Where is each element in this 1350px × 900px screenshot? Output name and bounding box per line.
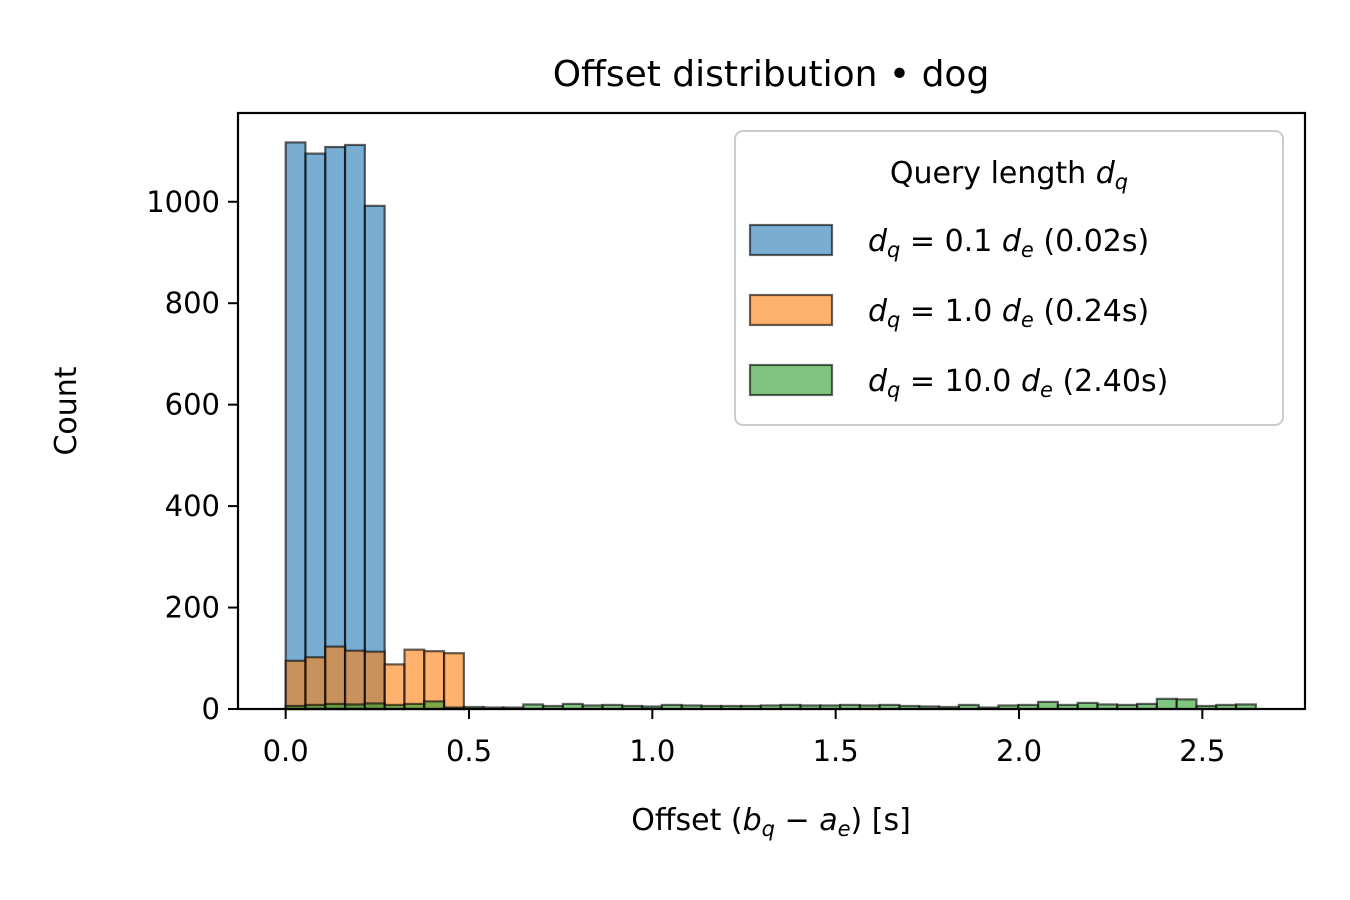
legend-title: Query length dq bbox=[890, 156, 1128, 194]
bar-series-1-bin-3 bbox=[343, 649, 366, 711]
series-0 bbox=[284, 141, 386, 711]
series-2 bbox=[284, 697, 1257, 711]
bar-series-0-bin-4 bbox=[363, 204, 386, 711]
plot-frame bbox=[236, 111, 1307, 711]
x-tick-label: 0.0 bbox=[263, 734, 309, 768]
bar-series-2-bin-45 bbox=[1175, 698, 1198, 711]
y-tick-label: 600 bbox=[165, 388, 220, 422]
legend-box bbox=[734, 130, 1284, 426]
bar-series-1-bin-5 bbox=[383, 663, 406, 711]
chart-title: Offset distribution • dog bbox=[553, 54, 990, 95]
legend: Query length dq dq = 0.1 de (0.02s)dq = … bbox=[734, 130, 1284, 426]
legend-label-1: dq = 1.0 de (0.24s) bbox=[868, 294, 1149, 332]
legend-swatch-2 bbox=[748, 363, 834, 397]
bar-series-1-bin-6 bbox=[403, 648, 426, 711]
bar-series-2-bin-44 bbox=[1155, 697, 1178, 711]
x-tick-label: 0.5 bbox=[446, 734, 492, 768]
bars-layer bbox=[284, 141, 1257, 711]
y-tick-label: 400 bbox=[165, 489, 220, 523]
y-tick-label: 800 bbox=[165, 286, 220, 320]
legend-swatch-0 bbox=[748, 223, 834, 257]
legend-label-2: dq = 10.0 de (2.40s) bbox=[868, 364, 1168, 402]
y-tick-label: 0 bbox=[202, 692, 220, 726]
y-tick-label: 1000 bbox=[146, 185, 220, 219]
x-tick-label: 2.5 bbox=[1179, 734, 1225, 768]
bar-series-1-bin-0 bbox=[284, 659, 307, 711]
bar-series-1-bin-4 bbox=[363, 650, 386, 711]
x-tick-label: 1.5 bbox=[813, 734, 859, 768]
bar-series-1-bin-8 bbox=[442, 652, 465, 711]
bar-series-2-bin-7 bbox=[423, 700, 446, 711]
bar-series-1-bin-2 bbox=[324, 645, 347, 711]
legend-label-0: dq = 0.1 de (0.02s) bbox=[868, 224, 1149, 262]
legend-entries: dq = 0.1 de (0.02s) dq = 1.0 de (0.24s) dq… bbox=[748, 223, 1168, 402]
y-axis-ticks: 0 200 400 600 800 1000 bbox=[146, 185, 238, 726]
y-tick-label: 200 bbox=[165, 591, 220, 625]
bar-series-0-bin-1 bbox=[304, 152, 327, 711]
bar-series-0-bin-3 bbox=[343, 143, 366, 711]
bar-series-1-bin-1 bbox=[304, 656, 327, 711]
y-axis-label: Count bbox=[49, 366, 84, 455]
legend-swatch-1 bbox=[748, 293, 834, 327]
x-tick-label: 2.0 bbox=[996, 734, 1042, 768]
x-tick-label: 1.0 bbox=[629, 734, 675, 768]
x-axis-ticks: 0.0 0.5 1.0 1.5 2.0 2.5 bbox=[263, 709, 1225, 768]
bar-series-0-bin-2 bbox=[324, 145, 347, 711]
bar-series-0-bin-0 bbox=[284, 141, 307, 711]
x-axis-label: Offset (bq − ae) [s] bbox=[631, 803, 911, 841]
